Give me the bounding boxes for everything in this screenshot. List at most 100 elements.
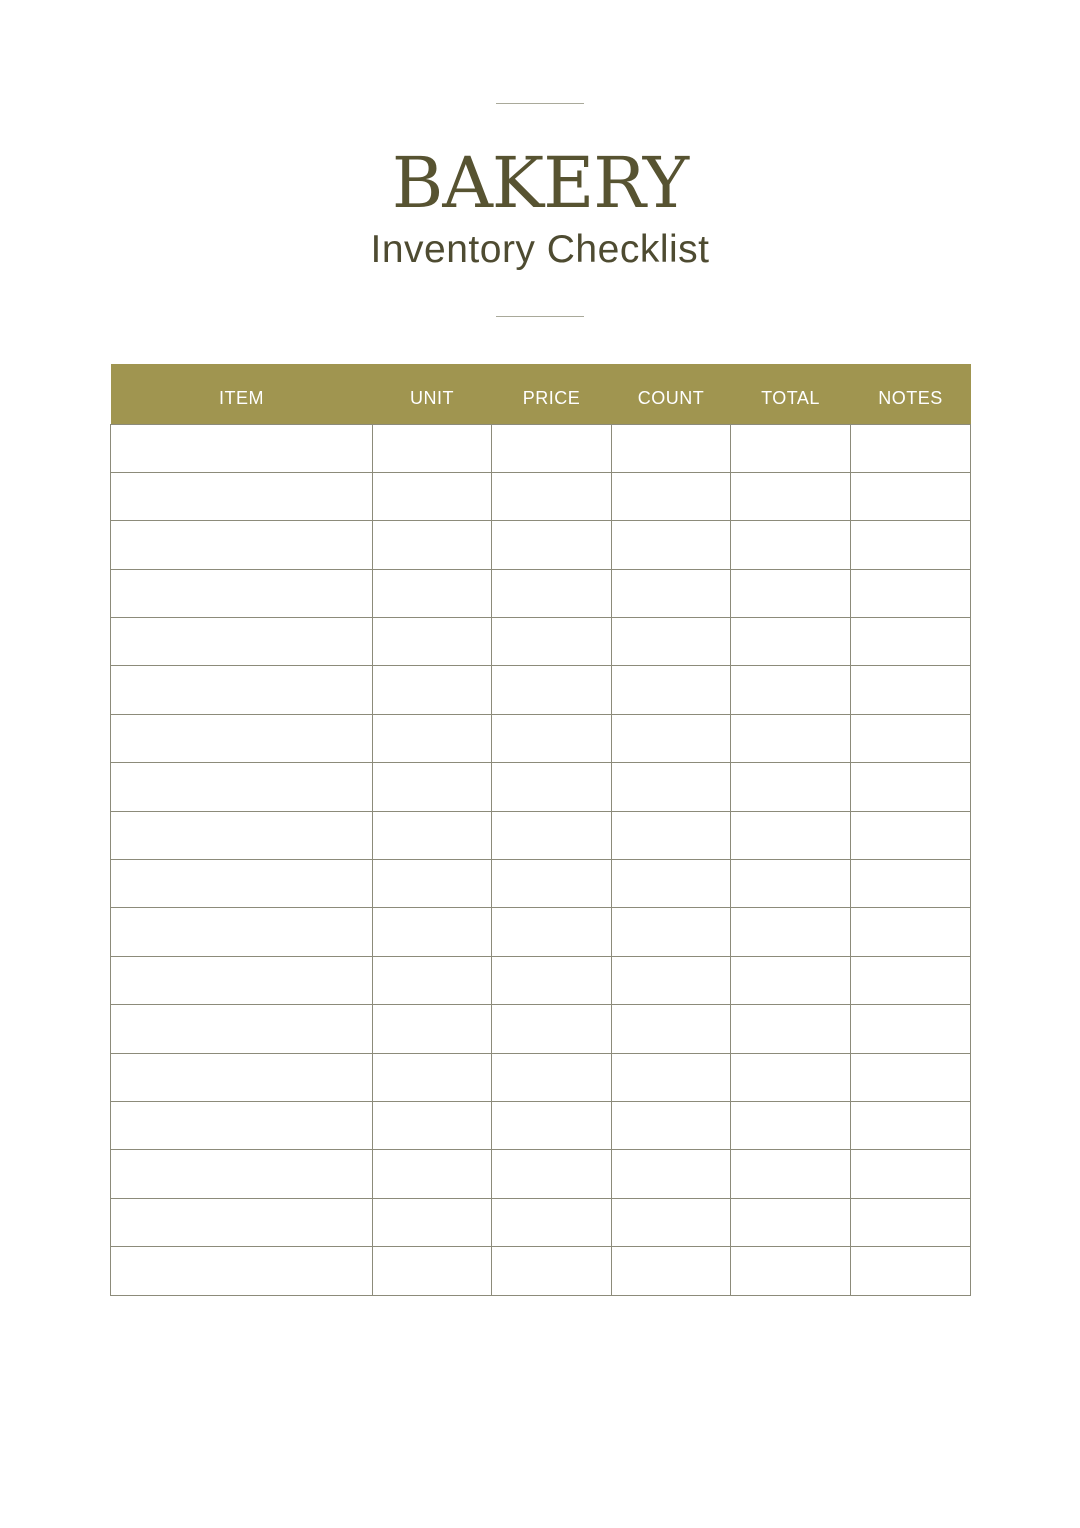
cell-count[interactable]: [611, 955, 731, 1006]
cell-notes[interactable]: [850, 1246, 971, 1296]
cell-unit[interactable]: [372, 859, 492, 909]
cell-item[interactable]: [110, 955, 373, 1006]
cell-count[interactable]: [611, 520, 731, 570]
cell-item[interactable]: [110, 568, 373, 619]
cell-notes[interactable]: [850, 713, 971, 764]
cell-price[interactable]: [491, 568, 612, 619]
cell-notes[interactable]: [850, 1100, 971, 1151]
cell-notes[interactable]: [850, 665, 971, 715]
cell-notes[interactable]: [850, 1052, 971, 1102]
cell-price[interactable]: [491, 1197, 612, 1248]
cell-count[interactable]: [611, 713, 731, 764]
cell-item[interactable]: [110, 1197, 373, 1248]
cell-total[interactable]: [730, 617, 851, 667]
cell-item[interactable]: [110, 665, 373, 715]
cell-total[interactable]: [730, 859, 851, 909]
cell-price[interactable]: [491, 907, 612, 957]
cell-item[interactable]: [110, 1052, 373, 1102]
cell-count[interactable]: [611, 762, 731, 812]
cell-price[interactable]: [491, 520, 612, 570]
cell-total[interactable]: [730, 1004, 851, 1054]
cell-count[interactable]: [611, 568, 731, 619]
cell-notes[interactable]: [850, 568, 971, 619]
cell-total[interactable]: [730, 810, 851, 861]
cell-total[interactable]: [730, 471, 851, 522]
cell-price[interactable]: [491, 1004, 612, 1054]
cell-unit[interactable]: [372, 1052, 492, 1102]
cell-price[interactable]: [491, 762, 612, 812]
cell-notes[interactable]: [850, 1004, 971, 1054]
cell-count[interactable]: [611, 1197, 731, 1248]
cell-unit[interactable]: [372, 1149, 492, 1199]
cell-count[interactable]: [611, 859, 731, 909]
cell-notes[interactable]: [850, 471, 971, 522]
cell-price[interactable]: [491, 1052, 612, 1102]
cell-total[interactable]: [730, 907, 851, 957]
cell-unit[interactable]: [372, 1197, 492, 1248]
cell-item[interactable]: [110, 1149, 373, 1199]
cell-price[interactable]: [491, 617, 612, 667]
cell-price[interactable]: [491, 810, 612, 861]
cell-unit[interactable]: [372, 810, 492, 861]
cell-unit[interactable]: [372, 471, 492, 522]
cell-item[interactable]: [110, 762, 373, 812]
cell-item[interactable]: [110, 907, 373, 957]
cell-unit[interactable]: [372, 665, 492, 715]
cell-item[interactable]: [110, 859, 373, 909]
cell-notes[interactable]: [850, 859, 971, 909]
cell-count[interactable]: [611, 471, 731, 522]
cell-total[interactable]: [730, 1246, 851, 1296]
cell-item[interactable]: [110, 520, 373, 570]
cell-unit[interactable]: [372, 520, 492, 570]
cell-count[interactable]: [611, 665, 731, 715]
cell-count[interactable]: [611, 1246, 731, 1296]
cell-total[interactable]: [730, 665, 851, 715]
cell-notes[interactable]: [850, 955, 971, 1006]
cell-count[interactable]: [611, 907, 731, 957]
cell-count[interactable]: [611, 1052, 731, 1102]
cell-total[interactable]: [730, 1149, 851, 1199]
cell-unit[interactable]: [372, 568, 492, 619]
cell-count[interactable]: [611, 423, 731, 473]
cell-price[interactable]: [491, 859, 612, 909]
cell-unit[interactable]: [372, 762, 492, 812]
cell-unit[interactable]: [372, 617, 492, 667]
cell-total[interactable]: [730, 955, 851, 1006]
cell-count[interactable]: [611, 1004, 731, 1054]
cell-notes[interactable]: [850, 1197, 971, 1248]
cell-item[interactable]: [110, 1246, 373, 1296]
cell-item[interactable]: [110, 810, 373, 861]
cell-price[interactable]: [491, 1246, 612, 1296]
cell-unit[interactable]: [372, 713, 492, 764]
cell-count[interactable]: [611, 1149, 731, 1199]
cell-unit[interactable]: [372, 1246, 492, 1296]
cell-total[interactable]: [730, 713, 851, 764]
cell-unit[interactable]: [372, 907, 492, 957]
cell-count[interactable]: [611, 617, 731, 667]
cell-total[interactable]: [730, 1100, 851, 1151]
cell-count[interactable]: [611, 810, 731, 861]
cell-notes[interactable]: [850, 810, 971, 861]
cell-unit[interactable]: [372, 423, 492, 473]
cell-unit[interactable]: [372, 955, 492, 1006]
cell-unit[interactable]: [372, 1004, 492, 1054]
cell-total[interactable]: [730, 762, 851, 812]
cell-total[interactable]: [730, 568, 851, 619]
cell-notes[interactable]: [850, 762, 971, 812]
cell-item[interactable]: [110, 423, 373, 473]
cell-price[interactable]: [491, 955, 612, 1006]
cell-notes[interactable]: [850, 907, 971, 957]
cell-unit[interactable]: [372, 1100, 492, 1151]
cell-price[interactable]: [491, 471, 612, 522]
cell-price[interactable]: [491, 423, 612, 473]
cell-count[interactable]: [611, 1100, 731, 1151]
cell-notes[interactable]: [850, 617, 971, 667]
cell-total[interactable]: [730, 423, 851, 473]
cell-item[interactable]: [110, 617, 373, 667]
cell-item[interactable]: [110, 713, 373, 764]
cell-total[interactable]: [730, 1197, 851, 1248]
cell-notes[interactable]: [850, 520, 971, 570]
cell-notes[interactable]: [850, 423, 971, 473]
cell-price[interactable]: [491, 1100, 612, 1151]
cell-item[interactable]: [110, 1004, 373, 1054]
